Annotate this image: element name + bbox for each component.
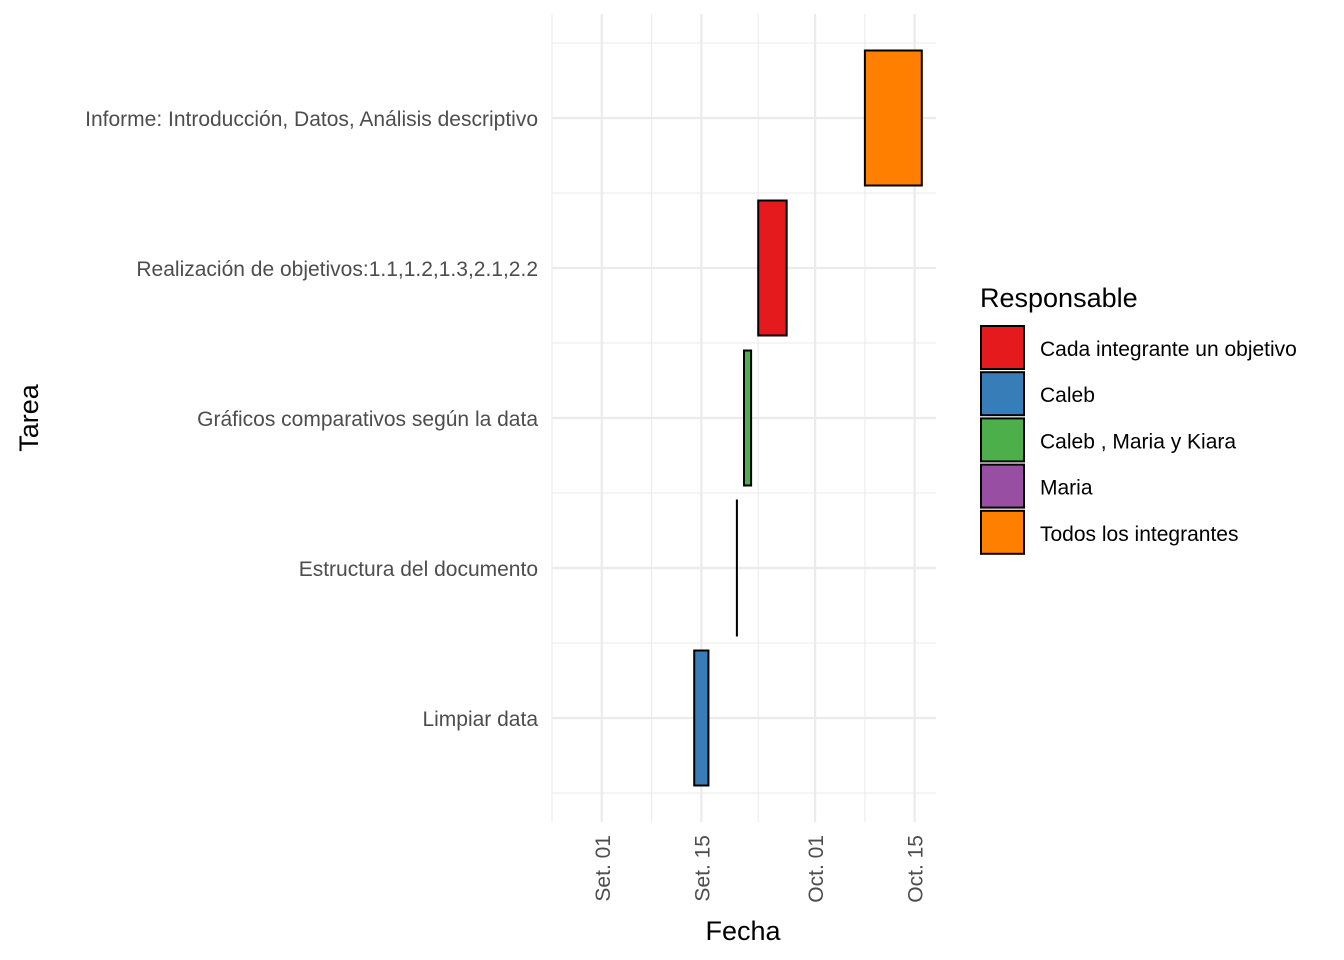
y-tick-label: Estructura del documento [299, 558, 538, 581]
legend-key [980, 325, 1025, 370]
legend-key [980, 417, 1025, 463]
y-axis-ticks: Limpiar data Estructura del documento Gráf… [85, 108, 538, 731]
y-tick-label: Limpiar data [422, 708, 538, 731]
x-tick-label: Oct. 15 [905, 835, 928, 903]
legend-label: Caleb , Maria y Kiara [1040, 430, 1236, 453]
legend-items: Cada integrante un objetivo Caleb Caleb , … [980, 325, 1297, 555]
y-axis-title: Tarea [14, 383, 44, 452]
legend-label: Maria [1040, 477, 1093, 500]
task-bar [693, 649, 710, 787]
x-tick-label: Oct. 01 [805, 835, 828, 903]
legend-key [980, 371, 1025, 417]
legend: Responsable Cada integrante un objetivoC… [980, 283, 1297, 555]
legend-label: Todos los integrantes [1040, 523, 1238, 546]
task-bars [693, 49, 923, 787]
y-tick-label: Informe: Introducción, Datos, Análisis d… [85, 108, 538, 131]
task-bar [757, 199, 788, 337]
x-axis-ticks: Set. 01 Set. 15 Oct. 01 Oct. 15 [592, 835, 928, 903]
y-tick-label: Realización de objetivos:1.1,1.2,1.3,2.1… [136, 258, 538, 281]
x-tick-label: Set. 15 [691, 835, 714, 902]
x-axis-title: Fecha [705, 916, 781, 946]
x-tick-label: Set. 01 [592, 835, 615, 902]
legend-key [980, 463, 1025, 509]
legend-label: Caleb [1040, 384, 1095, 407]
task-bar [743, 349, 753, 487]
task-bar [863, 49, 923, 187]
legend-label: Cada integrante un objetivo [1040, 338, 1297, 361]
legend-title: Responsable [980, 283, 1138, 313]
legend-key [980, 509, 1025, 555]
y-tick-label: Gráficos comparativos según la data [197, 408, 538, 431]
